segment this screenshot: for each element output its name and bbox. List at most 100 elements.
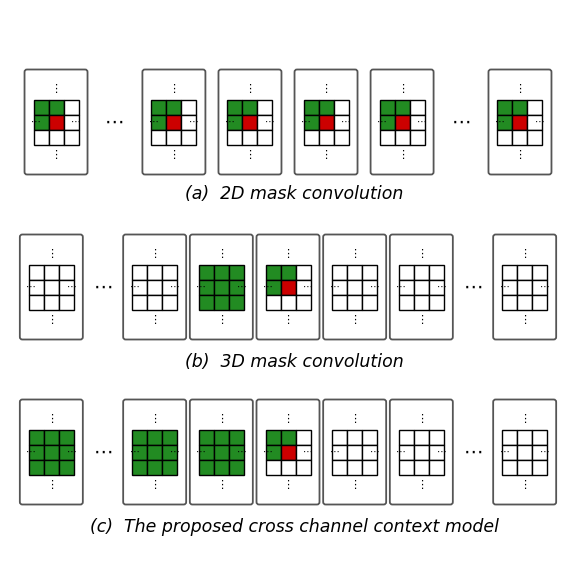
Bar bbox=[399, 295, 414, 309]
Bar bbox=[147, 459, 162, 475]
Bar bbox=[362, 444, 377, 459]
Bar bbox=[29, 444, 44, 459]
Text: ⋮: ⋮ bbox=[514, 150, 526, 160]
Bar bbox=[319, 114, 333, 129]
Bar bbox=[395, 114, 410, 129]
Text: ⋯: ⋯ bbox=[263, 447, 273, 457]
Bar bbox=[152, 100, 166, 114]
Bar bbox=[229, 444, 244, 459]
Bar bbox=[199, 264, 214, 280]
Bar bbox=[214, 459, 229, 475]
Text: ⋯: ⋯ bbox=[540, 282, 550, 292]
Bar bbox=[333, 129, 349, 145]
Bar bbox=[266, 430, 280, 444]
Text: ⋮: ⋮ bbox=[282, 414, 293, 424]
Bar bbox=[517, 459, 532, 475]
Text: ⋯: ⋯ bbox=[370, 447, 380, 457]
Bar bbox=[497, 114, 513, 129]
Bar bbox=[34, 100, 49, 114]
Bar bbox=[399, 280, 414, 295]
Bar bbox=[347, 280, 362, 295]
Text: ⋮: ⋮ bbox=[149, 249, 160, 259]
Bar bbox=[527, 100, 543, 114]
Bar bbox=[414, 444, 429, 459]
Bar bbox=[414, 295, 429, 309]
Text: ⋮: ⋮ bbox=[320, 84, 332, 94]
Text: ⋯: ⋯ bbox=[149, 117, 159, 127]
Bar bbox=[532, 295, 547, 309]
Bar bbox=[347, 430, 362, 444]
Bar bbox=[296, 280, 310, 295]
Bar bbox=[182, 100, 196, 114]
Bar bbox=[214, 295, 229, 309]
FancyBboxPatch shape bbox=[493, 399, 556, 505]
Text: ⋯: ⋯ bbox=[196, 447, 206, 457]
Bar bbox=[214, 280, 229, 295]
Text: ⋯: ⋯ bbox=[130, 447, 139, 457]
Text: ⋯: ⋯ bbox=[495, 117, 505, 127]
Bar bbox=[162, 264, 177, 280]
Bar bbox=[49, 114, 64, 129]
Bar bbox=[280, 264, 296, 280]
Bar bbox=[319, 100, 333, 114]
Text: ⋯: ⋯ bbox=[71, 117, 81, 127]
Bar bbox=[362, 295, 377, 309]
Bar bbox=[132, 280, 147, 295]
FancyBboxPatch shape bbox=[323, 399, 386, 505]
Bar bbox=[258, 114, 272, 129]
Bar bbox=[162, 430, 177, 444]
Bar bbox=[517, 280, 532, 295]
Bar bbox=[395, 129, 410, 145]
Bar bbox=[214, 444, 229, 459]
Bar bbox=[44, 430, 59, 444]
FancyBboxPatch shape bbox=[489, 70, 552, 174]
Text: ⋯: ⋯ bbox=[66, 447, 76, 457]
Text: ⋯: ⋯ bbox=[303, 282, 313, 292]
Text: ⋯: ⋯ bbox=[500, 447, 509, 457]
Text: ⋮: ⋮ bbox=[320, 150, 332, 160]
Bar bbox=[152, 129, 166, 145]
Bar bbox=[29, 459, 44, 475]
Bar bbox=[332, 430, 347, 444]
Bar bbox=[132, 264, 147, 280]
Bar bbox=[380, 100, 395, 114]
Bar bbox=[296, 295, 310, 309]
Bar bbox=[44, 444, 59, 459]
FancyBboxPatch shape bbox=[142, 70, 205, 174]
FancyBboxPatch shape bbox=[256, 235, 319, 340]
Text: ⋯: ⋯ bbox=[265, 117, 275, 127]
Bar bbox=[280, 295, 296, 309]
Bar bbox=[64, 114, 79, 129]
FancyBboxPatch shape bbox=[190, 399, 253, 505]
Bar bbox=[280, 280, 296, 295]
FancyBboxPatch shape bbox=[123, 235, 186, 340]
Bar bbox=[502, 295, 517, 309]
Bar bbox=[64, 129, 79, 145]
Text: ⋮: ⋮ bbox=[514, 84, 526, 94]
Bar bbox=[162, 459, 177, 475]
Bar bbox=[242, 114, 258, 129]
Bar bbox=[280, 459, 296, 475]
Bar bbox=[64, 100, 79, 114]
Bar bbox=[44, 280, 59, 295]
Bar bbox=[147, 444, 162, 459]
Bar bbox=[229, 295, 244, 309]
Bar bbox=[162, 295, 177, 309]
Text: ⋯: ⋯ bbox=[370, 282, 380, 292]
Bar bbox=[29, 430, 44, 444]
Bar bbox=[362, 264, 377, 280]
FancyBboxPatch shape bbox=[25, 70, 88, 174]
Text: ⋯: ⋯ bbox=[189, 117, 199, 127]
Bar bbox=[266, 459, 280, 475]
Bar bbox=[166, 100, 182, 114]
Bar bbox=[59, 430, 74, 444]
Bar bbox=[199, 295, 214, 309]
Bar bbox=[517, 264, 532, 280]
Bar bbox=[59, 459, 74, 475]
Text: ⋮: ⋮ bbox=[51, 84, 62, 94]
Text: ⋮: ⋮ bbox=[519, 249, 530, 259]
Bar bbox=[333, 100, 349, 114]
Text: ⋮: ⋮ bbox=[416, 315, 427, 325]
Text: (c)  The proposed cross channel context model: (c) The proposed cross channel context m… bbox=[89, 518, 499, 536]
Bar bbox=[296, 444, 310, 459]
